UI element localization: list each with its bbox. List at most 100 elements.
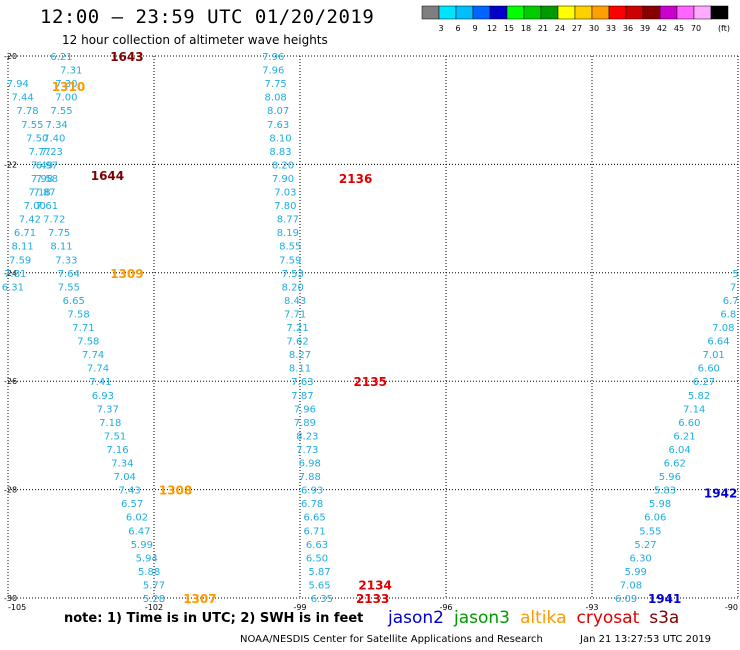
wave-height-value: 7.98 bbox=[31, 174, 53, 185]
time-label: 1309 bbox=[110, 267, 143, 281]
wave-height-value: 8.55 bbox=[279, 242, 301, 253]
wave-height-value: 7.88 bbox=[299, 472, 321, 483]
x-tick-label: -99 bbox=[293, 603, 306, 612]
wave-height-value: 7.37 bbox=[97, 404, 119, 415]
colorbar-tick-label: 42 bbox=[657, 24, 667, 33]
colorbar-legend: 3 6 9 12 15 18 21 24 27 30 33 36 39 42 45 70 (ft) bbox=[421, 5, 730, 33]
legend-s3a: s3a bbox=[649, 608, 680, 628]
wave-height-value: 6.71 bbox=[303, 526, 325, 537]
wave-height-value: 7.74 bbox=[82, 350, 104, 361]
wave-height-value: 7.08 bbox=[620, 580, 642, 591]
wave-height-value: 5.65 bbox=[308, 580, 330, 591]
wave-height-value: 7.40 bbox=[43, 133, 65, 144]
wave-height-value: 7.81 bbox=[4, 269, 26, 280]
wave-height-value: 7.23 bbox=[41, 147, 63, 158]
colorbar-swatch bbox=[659, 5, 678, 20]
wave-height-value: 5.99 bbox=[625, 567, 647, 578]
colorbar-tick-label: 45 bbox=[674, 24, 684, 33]
wave-height-value: 7.34 bbox=[46, 120, 68, 131]
wave-height-value: 7.18 bbox=[29, 188, 51, 199]
wave-height-value: 7.64 bbox=[58, 269, 80, 280]
wave-height-value: 7.16 bbox=[106, 445, 128, 456]
wave-height-value: 7.96 bbox=[294, 404, 316, 415]
wave-height-value: 6.93 bbox=[301, 486, 323, 497]
wave-height-value: 7.53 bbox=[282, 269, 304, 280]
colorbar-tick-label: 18 bbox=[521, 24, 531, 33]
wave-height-value: 7.87 bbox=[291, 391, 313, 402]
wave-height-value: 7.04 bbox=[114, 472, 136, 483]
colorbar-swatch bbox=[625, 5, 644, 20]
wave-height-value: 7.00 bbox=[55, 93, 77, 104]
colorbar-tick-label: 12 bbox=[487, 24, 497, 33]
colorbar-tick-label: 15 bbox=[504, 24, 514, 33]
y-tick-label: -22 bbox=[4, 160, 17, 169]
wave-height-value: 5 bbox=[732, 269, 738, 280]
wave-height-value: 8.20 bbox=[282, 282, 304, 293]
wave-height-value: 5.82 bbox=[688, 391, 710, 402]
wave-height-value: 5.27 bbox=[634, 540, 656, 551]
colorbar-unit: (ft) bbox=[718, 24, 730, 33]
wave-height-value: 5.83 bbox=[654, 486, 676, 497]
time-label: 1308 bbox=[159, 484, 192, 498]
colorbar-tick-label: 33 bbox=[606, 24, 616, 33]
timestamp: Jan 21 13:27:53 UTC 2019 bbox=[580, 634, 712, 645]
wave-height-value: 7.75 bbox=[265, 79, 287, 90]
colorbar-tick-label: 6 bbox=[455, 24, 460, 33]
colorbar-tick-label: 27 bbox=[572, 24, 582, 33]
chart-title: 12:00 – 23:59 UTC 01/20/2019 bbox=[40, 6, 375, 28]
colorbar-swatch bbox=[455, 5, 474, 20]
wave-height-value: 8.08 bbox=[265, 93, 287, 104]
colorbar-swatch bbox=[608, 5, 627, 20]
wave-height-value: 8.19 bbox=[277, 228, 299, 239]
wave-height-value: 5.98 bbox=[649, 499, 671, 510]
wave-height-value: 8.27 bbox=[289, 350, 311, 361]
time-label: 2134 bbox=[358, 578, 391, 592]
wave-height-value: 6.62 bbox=[664, 459, 686, 470]
wave-height-value: 7.62 bbox=[286, 337, 308, 348]
wave-height-value: 7.43 bbox=[119, 486, 141, 497]
wave-height-value: 6.93 bbox=[92, 391, 114, 402]
wave-height-value: 7.78 bbox=[16, 106, 38, 117]
axis-tick-labels: -20 -22 -24 -26 -28 -30-105 -102 -99 -96 -93 -90 bbox=[4, 52, 738, 612]
wave-height-value: 6.63 bbox=[306, 540, 328, 551]
wave-height-value: 6.04 bbox=[668, 445, 690, 456]
colorbar-swatch bbox=[506, 5, 525, 20]
wave-height-value: 7.44 bbox=[11, 93, 33, 104]
colorbar-swatch bbox=[693, 5, 712, 20]
wave-height-value: 8.43 bbox=[284, 296, 306, 307]
wave-height-value: 7.63 bbox=[267, 120, 289, 131]
colorbar-swatch bbox=[710, 5, 729, 20]
wave-height-value: 7.49 bbox=[31, 160, 53, 171]
wave-height-value: 5.28 bbox=[143, 594, 165, 605]
wave-height-value: 7.55 bbox=[50, 106, 72, 117]
wave-height-value: 6.65 bbox=[63, 296, 85, 307]
legend-jason3: jason3 bbox=[454, 608, 510, 628]
wave-height-value: 7.50 bbox=[26, 133, 48, 144]
time-label: 1307 bbox=[183, 592, 216, 606]
time-label: 2133 bbox=[356, 592, 389, 606]
colorbar-tick-label: 21 bbox=[538, 24, 548, 33]
wave-height-value: 5.88 bbox=[138, 567, 160, 578]
time-label: 1643 bbox=[110, 50, 143, 64]
colorbar-swatch bbox=[472, 5, 491, 20]
colorbar-swatch bbox=[676, 5, 695, 20]
colorbar-swatch bbox=[540, 5, 559, 20]
colorbar-tick-label: 9 bbox=[472, 24, 477, 33]
wave-height-value: 6.02 bbox=[126, 513, 148, 524]
wave-height-value: 7.80 bbox=[274, 201, 296, 212]
x-tick-label: -96 bbox=[439, 603, 452, 612]
wave-height-value: 7.21 bbox=[286, 323, 308, 334]
colorbar-tick-label: 36 bbox=[623, 24, 633, 33]
wave-height-value: 6.47 bbox=[128, 526, 150, 537]
wave-height-value: 7 bbox=[730, 282, 736, 293]
colorbar-swatch bbox=[523, 5, 542, 20]
wave-height-value: 8.11 bbox=[289, 364, 311, 375]
wave-height-value: 8.83 bbox=[269, 147, 291, 158]
wave-height-value: 7.94 bbox=[7, 79, 29, 90]
wave-height-value: 6.35 bbox=[311, 594, 333, 605]
wave-height-value: 6.21 bbox=[50, 52, 72, 63]
wave-height-value: 6.78 bbox=[301, 499, 323, 510]
y-tick-label: -24 bbox=[4, 269, 17, 278]
wave-height-value: 6.97 bbox=[36, 160, 58, 171]
x-tick-label: -93 bbox=[585, 603, 598, 612]
